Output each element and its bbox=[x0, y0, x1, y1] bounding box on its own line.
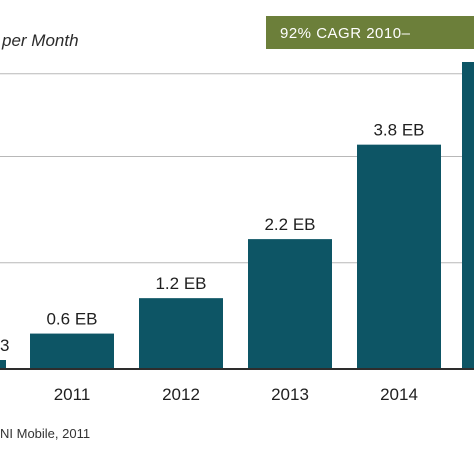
data-label-2012: 1.2 EB bbox=[155, 274, 206, 293]
bar-partial-left bbox=[0, 360, 6, 369]
x-tick-2013: 2013 bbox=[271, 385, 309, 404]
bar-partial-right bbox=[462, 62, 474, 369]
cagr-badge-label: 92% CAGR 2010– bbox=[280, 25, 411, 42]
bar-partial-left-label: 3 bbox=[0, 336, 9, 355]
x-tick-2011: 2011 bbox=[54, 385, 91, 404]
cagr-badge bbox=[266, 16, 474, 49]
data-label-2013: 2.2 EB bbox=[264, 215, 315, 234]
bar-2014 bbox=[357, 144, 441, 369]
x-tick-2012: 2012 bbox=[162, 385, 200, 404]
bars: 0.6 EB 2011 1.2 EB 2012 2.2 EB 2013 3.8 EB 2014 bbox=[30, 121, 441, 404]
bar-2013 bbox=[248, 239, 332, 369]
y-axis-label: per Month bbox=[1, 31, 79, 50]
data-label-2011: 0.6 EB bbox=[46, 310, 97, 329]
bar-2012 bbox=[139, 298, 223, 369]
source-note: NI Mobile, 2011 bbox=[0, 426, 90, 441]
data-label-2014: 3.8 EB bbox=[373, 121, 424, 140]
x-tick-2014: 2014 bbox=[380, 385, 418, 404]
bar-2011 bbox=[30, 333, 114, 369]
